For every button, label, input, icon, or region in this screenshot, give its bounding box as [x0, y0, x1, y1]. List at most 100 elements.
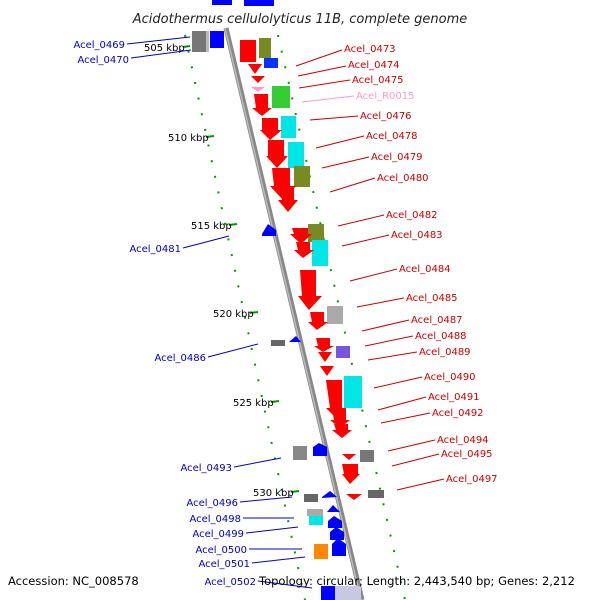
- gene-label-acel-0492[interactable]: Acel_0492: [432, 408, 484, 419]
- callout-line: [295, 49, 343, 67]
- gene-label-acel-0501[interactable]: Acel_0501: [198, 559, 250, 570]
- gene-acel-0474[interactable]: [248, 64, 262, 74]
- callout-line: [239, 496, 293, 503]
- gene-block: [308, 224, 324, 242]
- gene-acel-0497[interactable]: [346, 494, 362, 500]
- gene-label-acel-0490[interactable]: Acel_0490: [424, 372, 476, 383]
- callout-line: [257, 580, 313, 589]
- gene-label-acel-0473[interactable]: Acel_0473: [344, 44, 396, 55]
- gene-block: [212, 0, 232, 5]
- gene-acel-0486[interactable]: [289, 336, 301, 342]
- gene-acel-0488[interactable]: [318, 352, 332, 362]
- gene-acel-0502[interactable]: [321, 586, 335, 600]
- gene-acel-0496[interactable]: [304, 494, 318, 502]
- gene-label-acel-0474[interactable]: Acel_0474: [348, 60, 400, 71]
- gene-label-acel-0496[interactable]: Acel_0496: [186, 498, 238, 509]
- gene-acel-0495[interactable]: [342, 464, 360, 484]
- gene-label-acel-0498[interactable]: Acel_0498: [189, 514, 241, 525]
- gene-block: [312, 240, 328, 266]
- map-title: Acidothermus cellulolyticus 11B, complet…: [132, 12, 468, 27]
- gene-acel-r0015[interactable]: [251, 87, 265, 92]
- gene-acel-0475[interactable]: [251, 76, 265, 83]
- gene-block: [327, 306, 343, 324]
- gene-block: [244, 0, 274, 6]
- gene-acel-0494[interactable]: [342, 454, 356, 460]
- tick-mark: [205, 135, 215, 138]
- callout-line: [396, 478, 445, 491]
- gene-block: [335, 586, 361, 600]
- gene-label-acel-0479[interactable]: Acel_0479: [371, 152, 423, 163]
- gene-label-acel-0488[interactable]: Acel_0488: [415, 331, 467, 342]
- gene-acel-0491[interactable]: [330, 408, 350, 428]
- tick-mark: [182, 45, 191, 48]
- gene-acel-0500[interactable]: [314, 544, 328, 559]
- gene-block: [368, 490, 384, 498]
- gene-acel-0478[interactable]: [260, 118, 282, 140]
- gene-acel-0498[interactable]: [307, 509, 323, 516]
- gene-acel-0479[interactable]: [266, 140, 288, 168]
- callout-line: [298, 79, 351, 89]
- gene-label-acel-0502[interactable]: Acel_0502: [204, 577, 256, 588]
- gene-acel-0484[interactable]: [298, 270, 322, 310]
- gene-block: [327, 505, 340, 512]
- tick-mark: [270, 400, 280, 403]
- gene-label-acel-0469[interactable]: Acel_0469: [73, 40, 125, 51]
- dna-axis-highlight: [224, 27, 362, 600]
- gene-block: [322, 491, 337, 498]
- tick-label: 520 kbp: [213, 309, 254, 320]
- gene-block: [336, 346, 350, 358]
- gene-acel-0485[interactable]: [308, 312, 328, 330]
- gene-acel-0493[interactable]: [313, 443, 327, 456]
- gene-acel-0501[interactable]: [332, 538, 346, 556]
- gene-label-acel-0486[interactable]: Acel_0486: [154, 353, 206, 364]
- callout-line: [387, 439, 436, 452]
- gene-label-acel-0497[interactable]: Acel_0497: [446, 474, 498, 485]
- genome-stats-text: Topology: circular; Length: 2,443,540 bp…: [259, 574, 575, 588]
- gene-acel-0499[interactable]: [309, 516, 323, 525]
- gene-label-acel-0499[interactable]: Acel_0499: [192, 529, 244, 540]
- gene-acel-0482[interactable]: [290, 228, 312, 244]
- gene-acel-0476[interactable]: [252, 94, 272, 116]
- gene-label-acel-0480[interactable]: Acel_0480: [377, 173, 429, 184]
- gene-label-acel-0484[interactable]: Acel_0484: [399, 264, 451, 275]
- gene-label-acel-0489[interactable]: Acel_0489: [419, 347, 471, 358]
- gene-block: [281, 116, 296, 138]
- gene-label-acel-0494[interactable]: Acel_0494: [437, 435, 489, 446]
- gene-acel-0481[interactable]: [262, 224, 276, 236]
- gene-acel-0487[interactable]: [314, 338, 334, 352]
- gene-label-acel-0493[interactable]: Acel_0493: [180, 463, 232, 474]
- gene-label-acel-0475[interactable]: Acel_0475: [352, 75, 404, 86]
- callout-line: [315, 135, 365, 149]
- gene-label-acel-0478[interactable]: Acel_0478: [366, 131, 418, 142]
- gene-label-acel-r0015[interactable]: Acel_R0015: [356, 91, 415, 102]
- tick-mark: [228, 223, 238, 226]
- callout-line: [356, 297, 405, 308]
- gene-acel-0492[interactable]: [332, 424, 352, 438]
- callout-line: [309, 115, 359, 121]
- gene-acel-0473[interactable]: [240, 40, 256, 62]
- callout-line: [329, 177, 376, 193]
- gene-acel-0483[interactable]: [294, 242, 314, 258]
- gene-acel-0470[interactable]: [210, 31, 224, 48]
- inner-tick-ring: [184, 34, 306, 600]
- gene-label-acel-0470[interactable]: Acel_0470: [77, 55, 129, 66]
- tick-label: 510 kbp: [168, 133, 209, 144]
- gene-label-acel-0491[interactable]: Acel_0491: [428, 392, 480, 403]
- gene-block: [278, 186, 298, 212]
- gene-block: [271, 340, 285, 346]
- callout-line: [297, 65, 347, 77]
- gene-label-acel-0500[interactable]: Acel_0500: [195, 545, 247, 556]
- gene-label-acel-0476[interactable]: Acel_0476: [360, 111, 412, 122]
- gene-acel-0489[interactable]: [320, 366, 334, 376]
- gene-acel-0469[interactable]: [192, 31, 206, 52]
- callout-line: [126, 36, 191, 45]
- gene-label-acel-0487[interactable]: Acel_0487: [411, 315, 463, 326]
- gene-label-acel-0481[interactable]: Acel_0481: [129, 244, 181, 255]
- gene-label-acel-0483[interactable]: Acel_0483: [391, 230, 443, 241]
- gene-label-acel-0495[interactable]: Acel_0495: [441, 449, 493, 460]
- gene-block: [272, 86, 290, 108]
- callout-line: [349, 268, 398, 282]
- gene-label-acel-0482[interactable]: Acel_0482: [386, 210, 438, 221]
- gene-label-acel-0485[interactable]: Acel_0485: [406, 293, 458, 304]
